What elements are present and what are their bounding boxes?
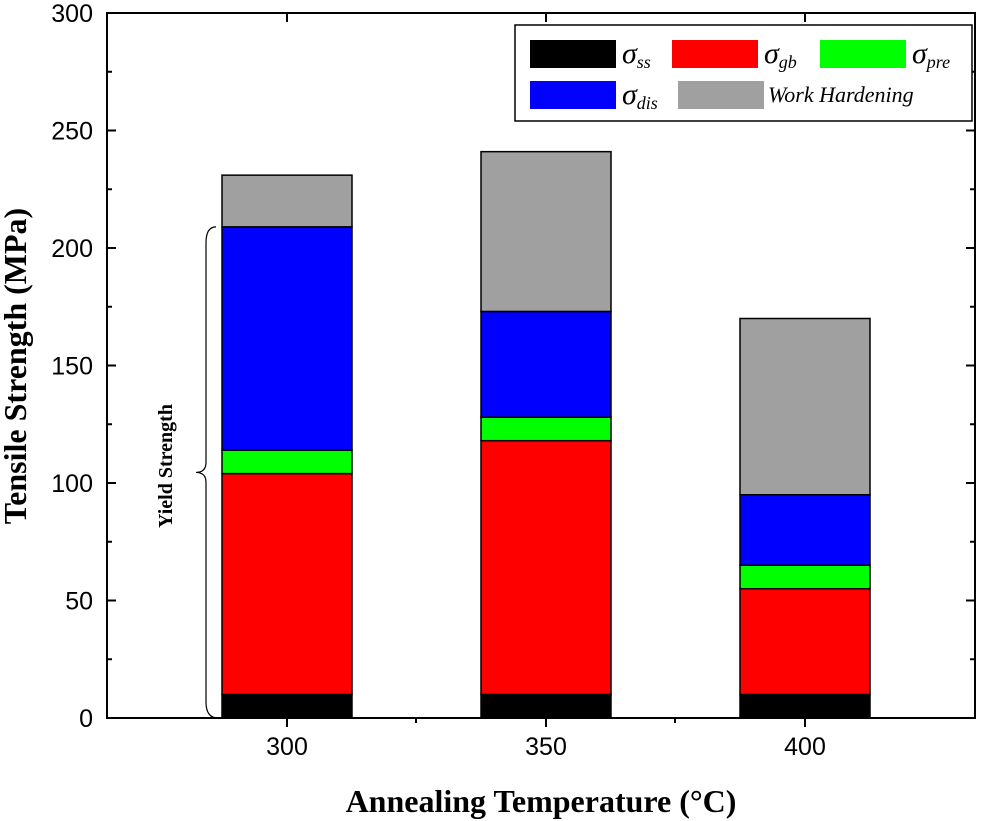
legend-swatch-0	[530, 40, 616, 68]
yield-strength-brace	[195, 226, 219, 719]
legend-swatch-4	[678, 81, 764, 109]
y-tick-label: 250	[51, 118, 93, 146]
x-tick-label: 300	[266, 733, 308, 761]
x-axis: 300 350 400	[266, 13, 826, 761]
bar-segment-400-3	[739, 494, 871, 566]
bar-segment-350-4	[480, 150, 612, 313]
bar-segment-350-3	[480, 310, 612, 418]
y-tick-label: 300	[51, 0, 93, 28]
bar-segment-400-0	[739, 693, 871, 719]
x-tick-label: 400	[784, 733, 826, 761]
bar-segment-300-0	[221, 693, 353, 719]
legend-swatch-2	[820, 40, 906, 68]
y-axis: 0 50 100 150 200 250 300	[51, 0, 975, 733]
bar-segment-300-2	[221, 449, 353, 475]
x-tick-label: 350	[525, 733, 567, 761]
bar-segment-300-1	[221, 472, 353, 696]
y-tick-label: 150	[51, 353, 93, 381]
bar-segment-300-3	[221, 226, 353, 451]
legend-swatch-3	[530, 81, 616, 109]
bar-segment-350-1	[480, 439, 612, 696]
y-tick-label: 200	[51, 235, 93, 263]
bar-segment-350-2	[480, 416, 612, 442]
y-tick-label: 50	[65, 588, 93, 616]
y-tick-label: 0	[79, 705, 93, 733]
yield-strength-label: Yield Strength	[155, 404, 177, 528]
bar-segment-400-4	[739, 317, 871, 496]
x-axis-title: Annealing Temperature (°C)	[346, 783, 737, 819]
y-axis-title: Tensile Strength (MPa)	[0, 208, 33, 524]
bar-segment-400-1	[739, 588, 871, 696]
annotation-layer: Yield Strength	[155, 226, 219, 719]
bar-segment-350-0	[480, 693, 612, 719]
legend-label-4: Work Hardening	[768, 82, 914, 107]
bars-layer	[221, 150, 871, 719]
bar-segment-400-2	[739, 564, 871, 590]
legend-swatch-1	[672, 40, 758, 68]
bar-segment-300-4	[221, 174, 353, 228]
y-tick-label: 100	[51, 470, 93, 498]
